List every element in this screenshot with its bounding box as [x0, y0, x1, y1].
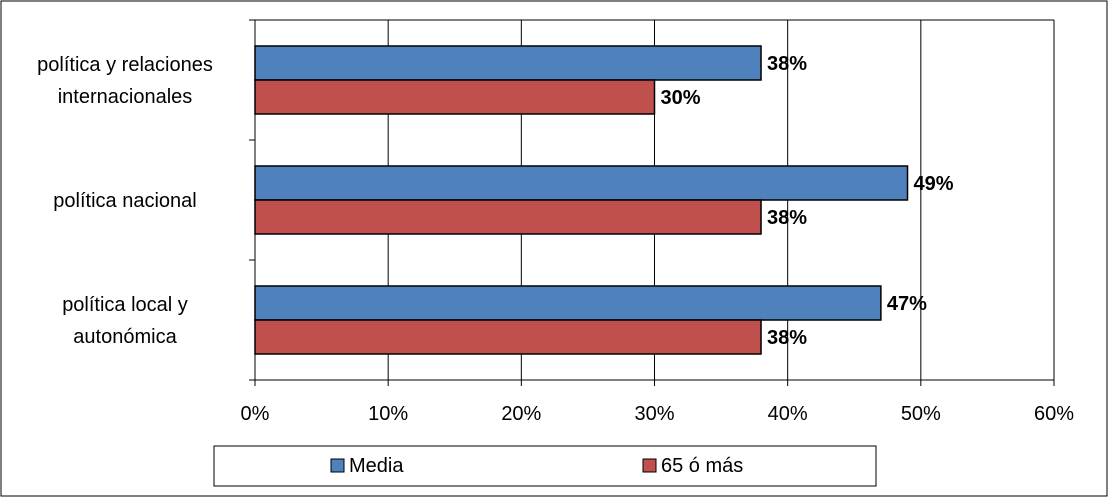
data-label: 38% — [767, 207, 807, 229]
bar — [254, 319, 762, 355]
x-tick-label: 30% — [634, 403, 674, 425]
data-label: 38% — [767, 53, 807, 75]
bar — [254, 199, 762, 235]
category-label: política nacional — [53, 190, 196, 212]
legend-swatch — [330, 458, 345, 473]
category-label: autonómica — [73, 326, 177, 348]
legend-label: 65 ó más — [661, 455, 743, 477]
data-label: 38% — [767, 327, 807, 349]
bars — [254, 45, 909, 355]
x-tick-labels: 0% 10% 20% 30% 40% 50% 60% — [241, 403, 1075, 425]
data-label: 30% — [661, 87, 701, 109]
x-tick-label: 40% — [768, 403, 808, 425]
legend-label: Media — [349, 455, 404, 477]
legend-box — [213, 445, 877, 487]
axes — [249, 19, 1055, 386]
x-tick-label: 0% — [241, 403, 270, 425]
category-labels: política y relaciones internacionales polí… — [37, 54, 213, 348]
x-tick-label: 60% — [1034, 403, 1074, 425]
category-label: política y relaciones — [37, 54, 213, 76]
legend: Media 65 ó más — [213, 445, 877, 487]
bar — [254, 165, 909, 201]
data-label: 49% — [914, 173, 954, 195]
x-tick-label: 50% — [901, 403, 941, 425]
bar — [254, 45, 762, 81]
bar — [254, 285, 882, 321]
bar — [254, 79, 656, 115]
legend-swatch — [642, 458, 657, 473]
data-label: 47% — [887, 293, 927, 315]
x-tick-label: 20% — [501, 403, 541, 425]
x-tick-label: 10% — [368, 403, 408, 425]
category-label: política local y — [62, 294, 188, 316]
category-label: internacionales — [58, 86, 193, 108]
data-labels: 38% 30% 49% 38% 47% 38% — [661, 53, 954, 349]
